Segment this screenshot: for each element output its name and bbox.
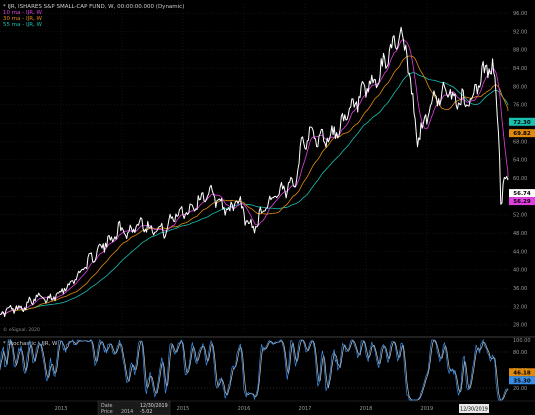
last-value-badge-text: 56.29	[513, 199, 531, 205]
price-path	[0, 26, 509, 318]
stochastic-badge-text: 46.18	[513, 370, 531, 376]
price-panel-title: * IJR, ISHARES S&P SMALL-CAP FUND, W, 00…	[3, 4, 184, 10]
stochastic-k-line	[0, 338, 509, 401]
stochastic-k-path	[0, 338, 509, 401]
x-tick-label: 2018	[360, 406, 373, 412]
last-value-badge	[509, 129, 535, 138]
stochastic-badge	[509, 376, 535, 385]
stochastic-y-tick-label: 100.00	[513, 338, 531, 344]
price-y-tick-label: 36.00	[513, 286, 527, 292]
price-y-tick-label: 84.00	[513, 66, 527, 72]
ma30-series-line	[0, 55, 509, 315]
price-y-tick-label: 92.00	[513, 29, 527, 35]
stochastic-panel[interactable]: * Stochastic - IJR, W 100.0080.0050.0020…	[0, 338, 535, 401]
cursor-readout-box	[97, 400, 171, 415]
price-y-tick-label: 76.00	[513, 103, 527, 109]
price-y-tick-label: 64.00	[513, 158, 527, 164]
last-value-badge	[509, 197, 535, 206]
stochastic-badge-text: 35.30	[513, 378, 531, 384]
price-last-value-badges: 56.74 56.29 69.82 72.30	[509, 117, 535, 206]
ma10-series-line	[0, 38, 509, 315]
copyright-text: © eSignal, 2020	[3, 326, 40, 333]
price-y-tick-label: 96.00	[513, 11, 527, 17]
last-value-badge-text: 56.74	[513, 191, 531, 197]
price-y-tick-label: 52.00	[513, 213, 527, 219]
last-value-badge	[509, 189, 535, 198]
legend-entry: 30 ma - IJR, W	[3, 16, 43, 22]
stochastic-badge	[509, 368, 535, 377]
price-y-axis: 96.0092.0088.0084.0080.0076.0072.0068.00…	[513, 11, 527, 329]
stochastic-y-tick-label: 20.00	[513, 386, 527, 392]
last-value-badge-text: 69.82	[513, 131, 531, 137]
cursor-readout: Date 12/30/2019 Price 2014 -5.02	[97, 400, 171, 415]
x-tick-label: 2017	[299, 406, 312, 412]
x-tick-label: 2016	[238, 406, 251, 412]
ma10-path	[0, 38, 509, 315]
x-tick-label: 2019	[421, 406, 434, 412]
ma30-path	[0, 55, 509, 315]
legend-entry: 10 ma - IJR, W	[3, 10, 43, 16]
price-y-tick-label: 60.00	[513, 176, 527, 182]
legend-entry: 55 ma - IJR, W	[3, 22, 43, 28]
price-panel[interactable]: 96.0092.0088.0084.0080.0076.0072.0068.00…	[0, 4, 535, 334]
price-y-tick-label: 32.00	[513, 304, 527, 310]
price-legend: 10 ma - IJR, W30 ma - IJR, W55 ma - IJR,…	[3, 10, 43, 28]
price-y-tick-label: 68.00	[513, 139, 527, 145]
x-tick-label: 2015	[177, 406, 190, 412]
price-y-tick-label: 44.00	[513, 249, 527, 255]
last-value-badge-text: 72.30	[513, 120, 531, 126]
last-value-badge	[509, 117, 535, 126]
cursor-price-label: Price	[101, 409, 113, 415]
cursor-date-value: 12/30/2019	[140, 403, 168, 409]
price-y-tick-label: 80.00	[513, 84, 527, 90]
price-y-tick-label: 48.00	[513, 231, 527, 237]
stochastic-last-value-badges: 46.18 35.30	[509, 368, 535, 385]
axis-date-badge-bg	[459, 404, 489, 413]
price-y-tick-label: 28.00	[513, 323, 527, 329]
cursor-price-value: -5.02	[140, 409, 152, 415]
stochastic-y-tick-label: 80.00	[513, 350, 527, 356]
price-y-tick-label: 88.00	[513, 48, 527, 54]
x-tick-label: 2013	[55, 406, 68, 412]
price-grid	[0, 4, 508, 334]
cursor-price-year: 2014	[121, 409, 133, 415]
axis-date-badge: 12/30/2019	[460, 407, 488, 413]
price-y-tick-label: 40.00	[513, 268, 527, 274]
price-series-line	[0, 26, 509, 318]
cursor-date-label: Date	[101, 403, 113, 409]
